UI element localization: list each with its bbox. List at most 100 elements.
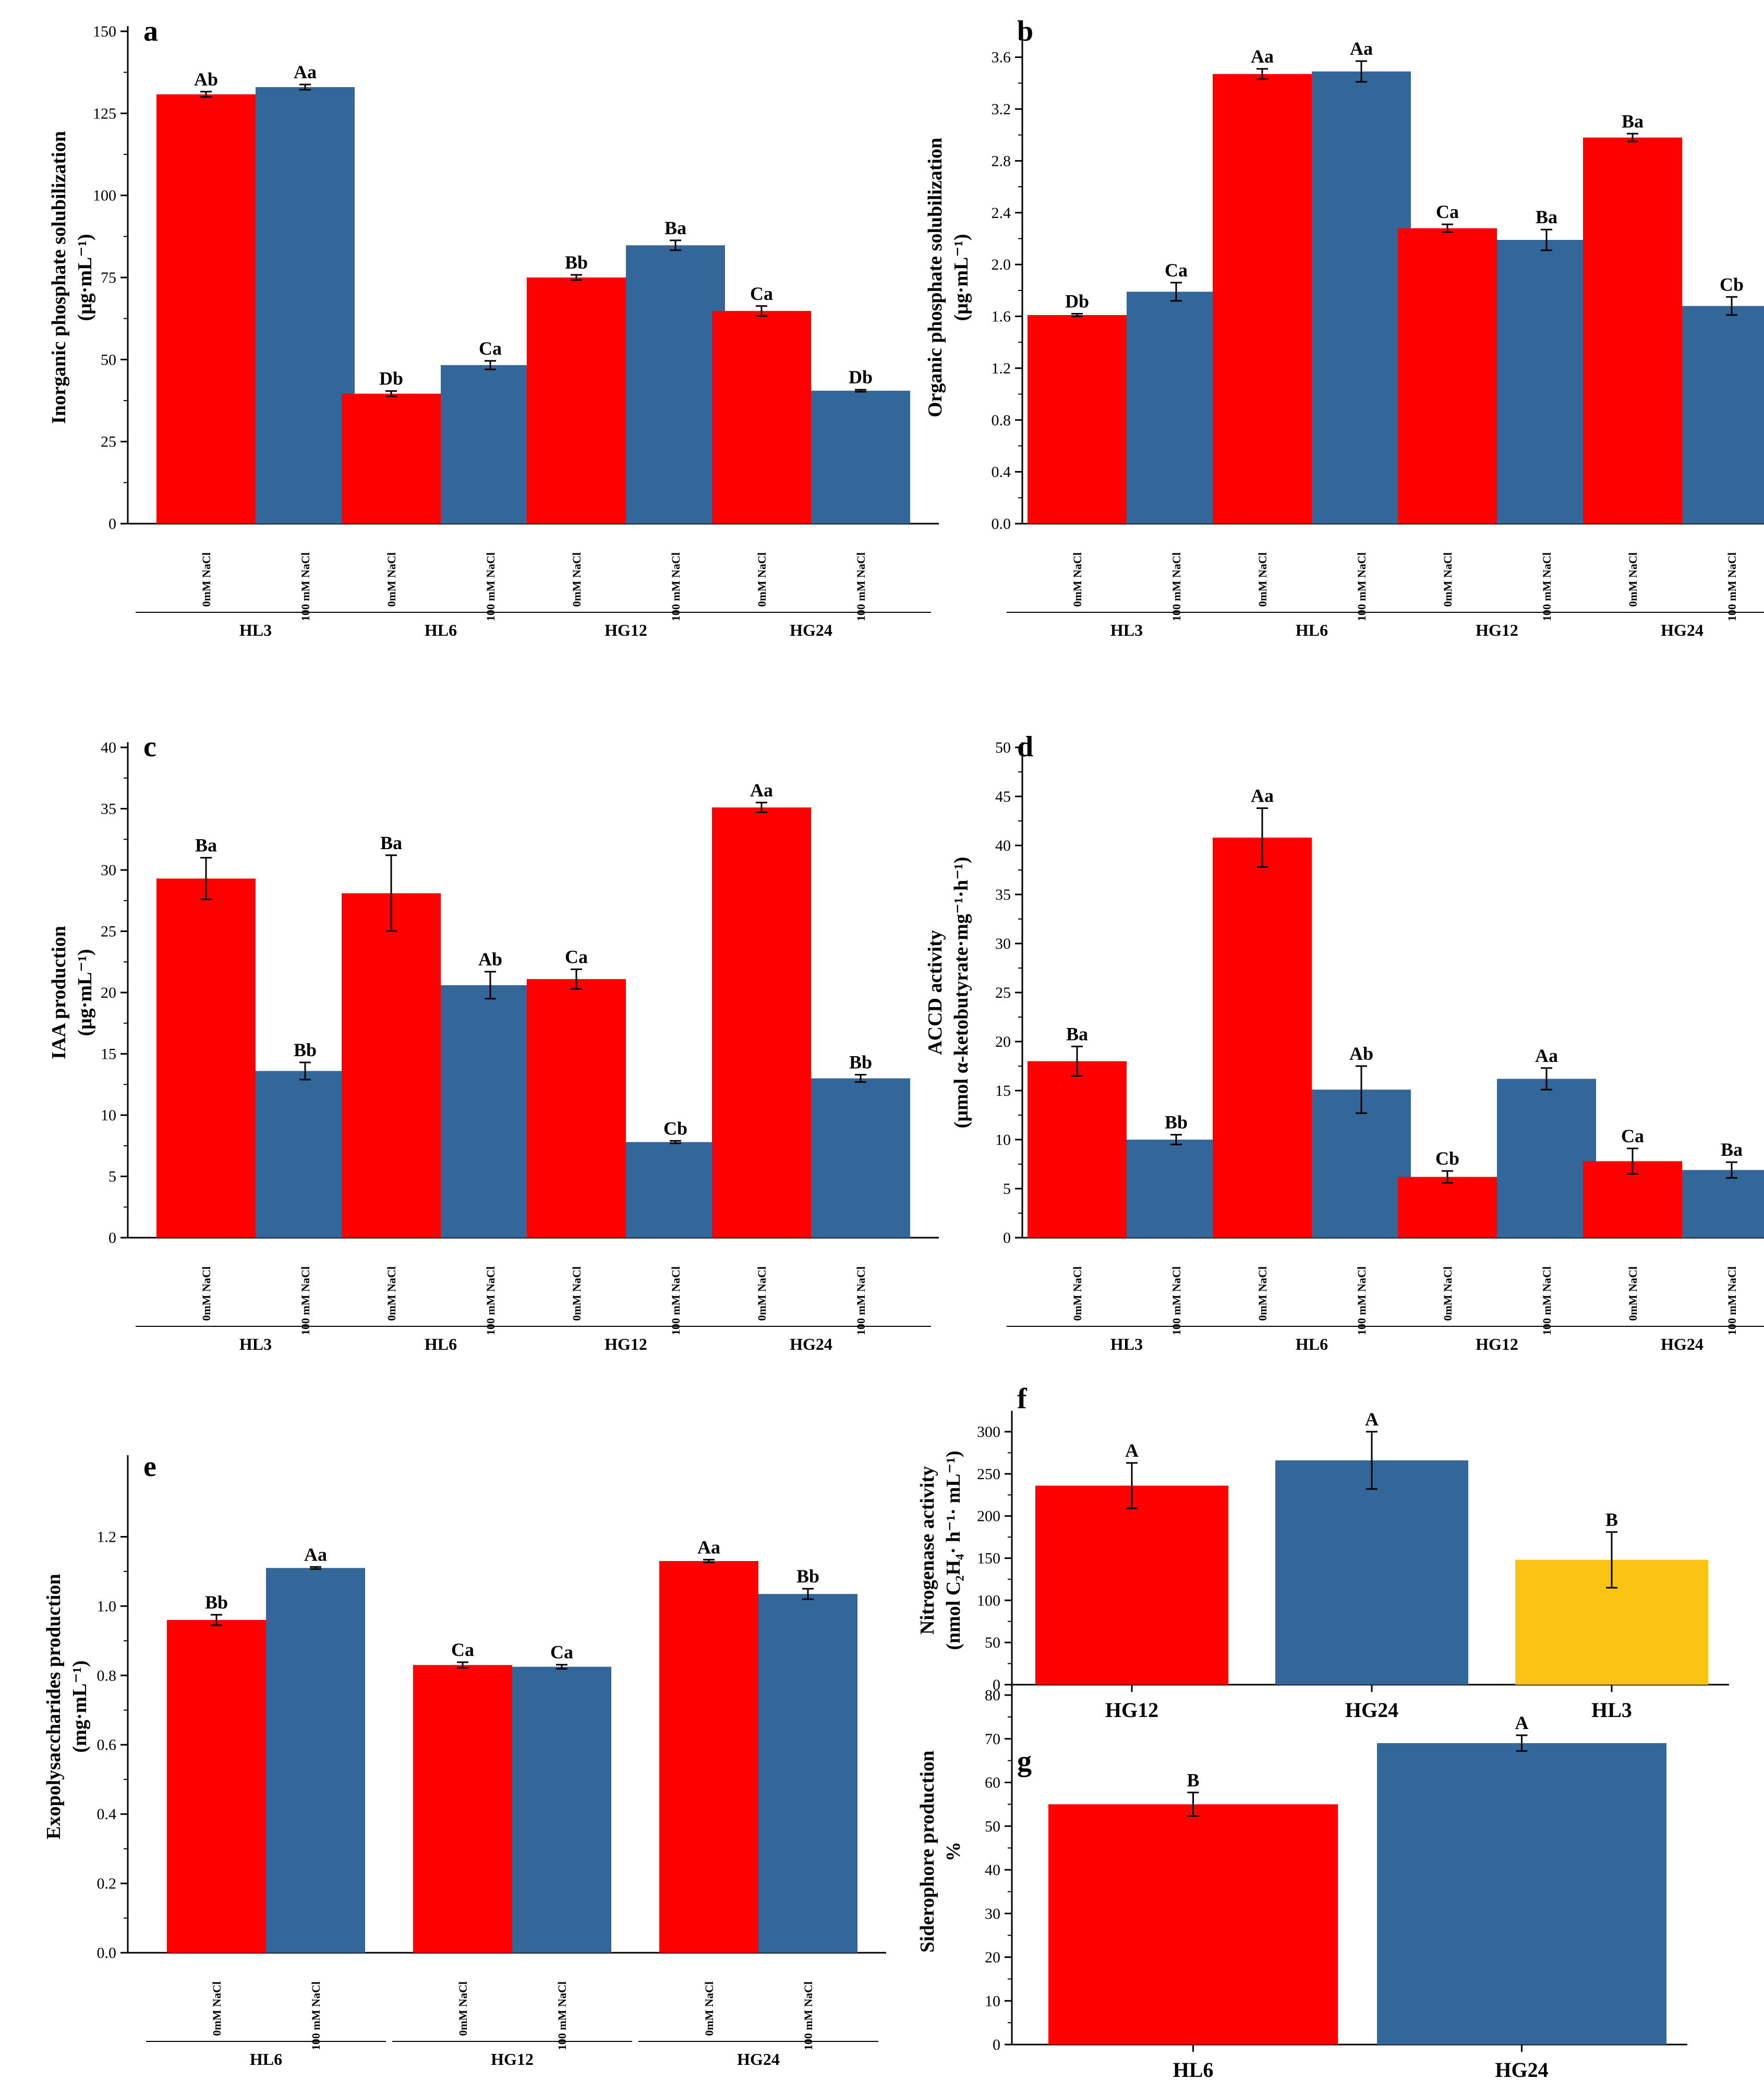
group-label-d: HL6 (1296, 1335, 1328, 1353)
panel-label-f: f (1017, 1383, 1028, 1415)
bar-b-HG24-0 (1583, 137, 1682, 524)
y-axis-title-line2: (μmol α-ketobutyrate·mg⁻¹·h⁻¹) (950, 857, 972, 1128)
bar-letter-label: Aa (750, 780, 773, 801)
condition-label: 100 mM NaCl (299, 552, 312, 621)
bar-letter-label: Cb (663, 1118, 687, 1139)
condition-label: 100 mM NaCl (1355, 1266, 1368, 1335)
bar-letter-label: Ca (451, 1639, 474, 1660)
y-tick-label-b: 2.8 (992, 152, 1011, 170)
condition-label: 100 mM NaCl (1725, 552, 1738, 621)
condition-label: 0mM NaCl (1441, 1266, 1454, 1321)
bar-c-HL6-1 (441, 985, 540, 1238)
y-tick-label-c: 40 (101, 739, 116, 756)
bar-c-HL3-1 (256, 1071, 355, 1238)
bar-letter-label: Ba (1622, 111, 1644, 131)
condition-label: 100 mM NaCl (669, 552, 682, 621)
y-axis-title-e: Exopolysaccharides production (mg·mL⁻¹) (43, 1574, 91, 1839)
bar-c-HG12-0 (527, 979, 626, 1238)
y-tick-label-g: 20 (985, 1949, 1000, 1966)
y-tick-label-f: 150 (977, 1550, 1000, 1567)
bar-c-HL3-0 (156, 878, 256, 1238)
y-tick-label-d: 35 (995, 886, 1011, 903)
bar-e-HL6-1 (266, 1568, 365, 1953)
bar-b-HG12-1 (1497, 239, 1596, 524)
y-tick-label-a: 150 (93, 23, 116, 40)
y-tick-label-c: 0 (108, 1229, 116, 1247)
bar-letter-label: Aa (1350, 38, 1373, 59)
group-label-e: HG12 (491, 2050, 534, 2069)
condition-label: 0mM NaCl (570, 1266, 583, 1321)
bar-c-HL6-0 (342, 893, 441, 1238)
condition-label: 0mM NaCl (1256, 1266, 1269, 1321)
y-tick-label-f: 200 (977, 1508, 1000, 1525)
condition-label: 100 mM NaCl (1355, 552, 1368, 621)
y-tick-label-c: 15 (101, 1046, 116, 1063)
y-tick-label-d: 15 (995, 1082, 1011, 1099)
y-tick-label-e: 0.8 (97, 1667, 117, 1684)
bar-letter-label: Ba (380, 832, 402, 853)
group-label-e: HL6 (250, 2050, 282, 2069)
bar-letter-label: Bb (1165, 1112, 1188, 1133)
y-tick-label-f: 50 (985, 1634, 1000, 1651)
y-tick-label-g: 50 (985, 1818, 1000, 1835)
bar-g-HL6 (1048, 1804, 1338, 2045)
bar-letter-label: Ca (750, 283, 773, 304)
bar-letter-label: Ca (550, 1642, 573, 1663)
condition-label: 100 mM NaCl (802, 1981, 815, 2050)
bar-letter-label: Aa (294, 62, 317, 82)
condition-label: 100 mM NaCl (669, 1266, 682, 1335)
condition-label: 100 mM NaCl (854, 1266, 867, 1335)
bar-letter-label: Aa (1251, 46, 1274, 67)
y-tick-label-g: 80 (985, 1687, 1000, 1704)
y-tick-label-d: 20 (995, 1033, 1011, 1050)
y-tick-label-e: 0.6 (97, 1736, 117, 1754)
bar-letter-label: Bb (849, 1051, 872, 1072)
y-axis-title-line1: Inorganic phosphate solubilization (48, 131, 70, 424)
y-tick-label-d: 10 (995, 1131, 1011, 1148)
bar-a-HG12-1 (626, 245, 725, 524)
bar-letter-label: Ca (479, 338, 502, 359)
y-axis-title-d: ACCD activity (μmol α-ketobutyrate·mg⁻¹·h… (924, 857, 972, 1128)
y-axis-title-line2: (μg·mL⁻¹) (74, 234, 96, 321)
panel-label-c: c (143, 731, 156, 763)
group-label-d: HG24 (1661, 1335, 1703, 1353)
group-label-b: HG24 (1661, 621, 1703, 639)
condition-label: 100 mM NaCl (555, 1981, 569, 2050)
y-tick-label-c: 20 (101, 984, 116, 1001)
y-tick-label-e: 1.0 (97, 1598, 117, 1615)
y-tick-label-e: 0.0 (97, 1944, 117, 1962)
bar-d-HG12-1 (1497, 1079, 1596, 1238)
condition-label: 100 mM NaCl (484, 1266, 497, 1335)
y-tick-label-b: 2.0 (992, 256, 1011, 273)
bar-letter-label: Aa (1535, 1045, 1558, 1066)
condition-label: 0mM NaCl (1071, 1266, 1084, 1321)
condition-label: 0mM NaCl (1441, 552, 1454, 607)
bar-letter-label: Bb (205, 1592, 228, 1613)
y-tick-label-e: 0.4 (97, 1806, 117, 1823)
bar-letter-label: Ca (565, 946, 588, 967)
bar-letter-label: Bb (796, 1566, 819, 1587)
bar-b-HG12-0 (1398, 228, 1497, 524)
condition-label: 0mM NaCl (456, 1981, 469, 2036)
bar-letter-label: Ab (1349, 1043, 1373, 1064)
condition-label: 0mM NaCl (1626, 1266, 1639, 1321)
bar-a-HL3-0 (156, 94, 256, 524)
bar-letter-label: B (1187, 1770, 1199, 1791)
x-tick-label-f: HL3 (1591, 1698, 1632, 1722)
bar-d-HL3-1 (1127, 1140, 1226, 1238)
y-tick-label-a: 75 (101, 269, 116, 286)
condition-label: 100 mM NaCl (309, 1981, 322, 2050)
y-tick-label-f: 300 (977, 1423, 1000, 1441)
condition-label: 0mM NaCl (385, 552, 398, 607)
condition-label: 0mM NaCl (200, 1266, 213, 1321)
y-axis-title-line2: (mg·mL⁻¹) (69, 1660, 91, 1752)
condition-label: 100 mM NaCl (1725, 1266, 1738, 1335)
panel-label-e: e (143, 1450, 156, 1483)
y-tick-label-b: 0.0 (992, 515, 1011, 533)
group-label-d: HG12 (1476, 1335, 1518, 1353)
group-label-a: HG24 (790, 621, 832, 639)
bar-letter-label: Db (1065, 291, 1089, 312)
y-axis-title-g: Siderophore production% (916, 1750, 964, 1952)
bar-letter-label: Ba (1536, 207, 1557, 227)
